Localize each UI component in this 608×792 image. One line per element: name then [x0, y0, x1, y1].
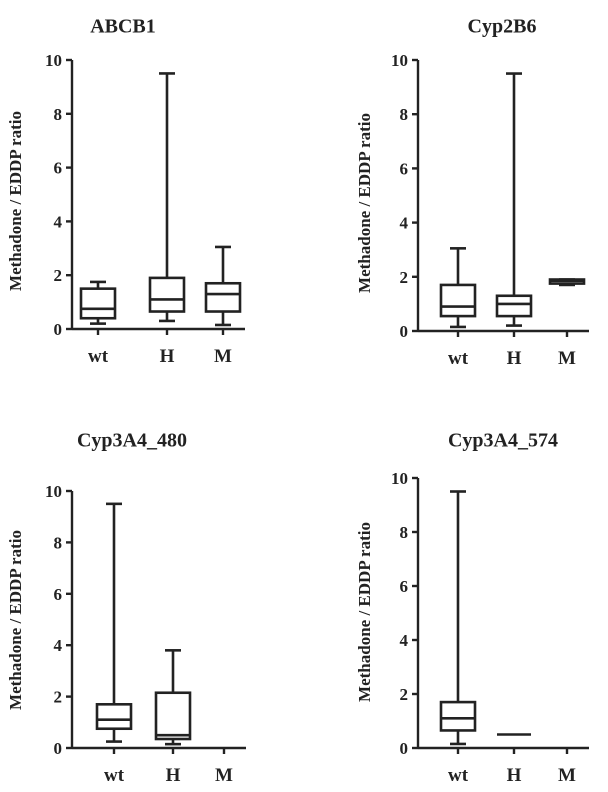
- x-category-label: H: [507, 348, 522, 369]
- y-tick-label: 0: [400, 322, 409, 341]
- iqr-box: [204, 281, 242, 313]
- iqr-box: [95, 703, 133, 731]
- y-tick-label: 10: [45, 51, 62, 70]
- chart-title: Cyp3A4_480: [77, 430, 187, 452]
- x-category-label: wt: [448, 765, 469, 786]
- x-category-label: M: [558, 765, 576, 786]
- y-axis-label: Methadone / EDDP ratio: [355, 522, 374, 702]
- y-tick-label: 2: [400, 268, 409, 287]
- chart-panel-4: Cyp3A4_574 Methadone / EDDP ratio 0 2 4 6 8 10 w…: [355, 430, 589, 786]
- y-tick-label: 0: [54, 739, 63, 758]
- y-tick-label: 4: [400, 214, 409, 233]
- y-tick-label: 10: [391, 469, 408, 488]
- x-category-label: H: [166, 765, 181, 786]
- y-tick-label: 10: [391, 51, 408, 70]
- box-M: [204, 245, 242, 327]
- box-wt: [439, 490, 477, 746]
- y-tick-label: 6: [400, 577, 409, 596]
- box-H: [495, 72, 533, 327]
- y-axis-label: Methadone / EDDP ratio: [355, 113, 374, 293]
- x-category-label: wt: [104, 765, 125, 786]
- y-tick-label: 6: [54, 159, 63, 178]
- y-axis-label: Methadone / EDDP ratio: [6, 530, 25, 710]
- y-tick-label: 8: [400, 105, 409, 124]
- y-tick-label: 4: [54, 212, 63, 231]
- x-category-label: H: [507, 765, 522, 786]
- x-category-label: M: [214, 346, 232, 367]
- y-tick-label: 2: [54, 266, 63, 285]
- chart-panel-2: Cyp2B6 Methadone / EDDP ratio 0 2 4 6 8 10 wt H M: [355, 16, 589, 369]
- iqr-box: [495, 294, 533, 318]
- y-tick-label: 0: [54, 320, 63, 339]
- iqr-box: [154, 691, 192, 741]
- x-category-label: M: [215, 765, 233, 786]
- x-category-label: wt: [448, 348, 469, 369]
- iqr-box: [439, 283, 477, 318]
- y-tick-label: 8: [400, 523, 409, 542]
- y-tick-label: 2: [54, 688, 63, 707]
- x-category-label: wt: [88, 346, 109, 367]
- x-category-label: M: [558, 348, 576, 369]
- box-H: [154, 649, 192, 746]
- y-tick-label: 0: [400, 739, 409, 758]
- iqr-box: [79, 287, 117, 320]
- chart-panel-3: Cyp3A4_480 Methadone / EDDP ratio 0 2 4 6 8 10 w…: [6, 430, 246, 786]
- iqr-box: [439, 700, 477, 732]
- y-tick-label: 8: [54, 533, 63, 552]
- chart-title: Cyp2B6: [468, 16, 537, 38]
- box-wt: [95, 502, 133, 743]
- y-tick-label: 10: [45, 482, 62, 501]
- y-tick-label: 6: [400, 159, 409, 178]
- chart-title: ABCB1: [90, 16, 156, 38]
- box-M: [548, 278, 586, 287]
- y-tick-label: 4: [400, 631, 409, 650]
- y-tick-label: 6: [54, 585, 63, 604]
- chart-title: Cyp3A4_574: [448, 430, 558, 452]
- box-wt: [79, 280, 117, 325]
- box-wt: [439, 247, 477, 329]
- chart-panel-1: ABCB1 Methadone / EDDP ratio 0 2 4 6 8 10 wt H M: [6, 16, 245, 367]
- y-axis-label: Methadone / EDDP ratio: [6, 111, 25, 291]
- y-tick-label: 4: [54, 636, 63, 655]
- x-category-label: H: [160, 346, 175, 367]
- y-tick-label: 8: [54, 105, 63, 124]
- box-H: [148, 72, 186, 323]
- y-tick-label: 2: [400, 685, 409, 704]
- iqr-box: [148, 276, 186, 313]
